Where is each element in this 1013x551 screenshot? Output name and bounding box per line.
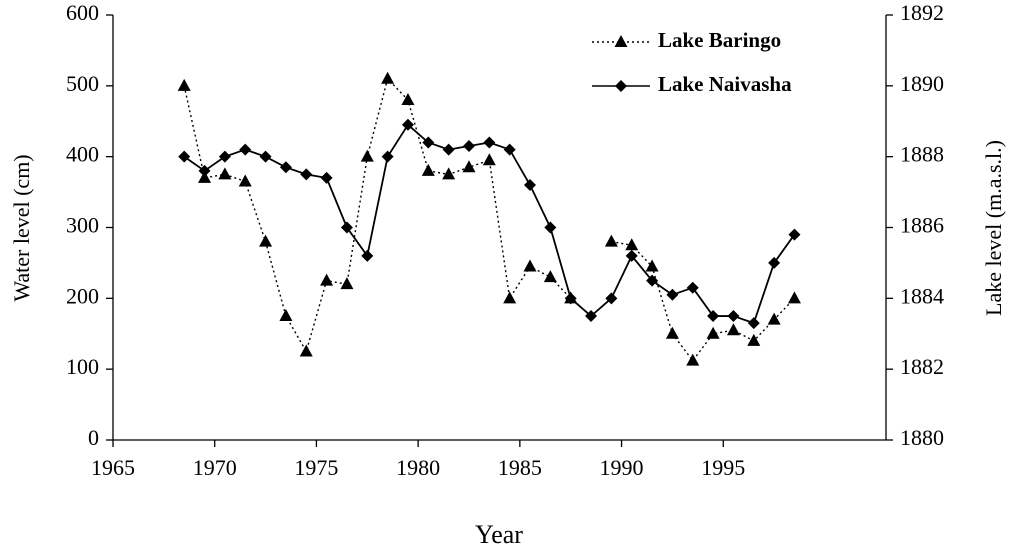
marker — [259, 234, 273, 247]
marker — [442, 143, 455, 156]
x-tick-label: 1980 — [396, 455, 440, 480]
marker — [727, 310, 740, 323]
marker — [299, 344, 313, 357]
y-tick-label: 300 — [66, 213, 99, 238]
marker — [666, 288, 679, 301]
marker — [686, 353, 700, 366]
series-line — [183, 77, 795, 362]
marker — [707, 310, 720, 323]
marker — [462, 160, 476, 173]
marker — [442, 167, 456, 180]
y2-tick-label: 1880 — [900, 425, 944, 450]
marker — [381, 150, 394, 163]
marker — [361, 249, 374, 262]
y-tick-label: 100 — [66, 354, 99, 379]
marker — [279, 161, 292, 174]
marker — [564, 292, 577, 305]
y-tick-label: 200 — [66, 283, 99, 308]
marker — [726, 323, 740, 336]
y-tick-label: 0 — [88, 425, 99, 450]
marker — [401, 118, 414, 131]
x-tick-label: 1985 — [498, 455, 542, 480]
marker — [747, 317, 760, 330]
marker — [615, 80, 627, 92]
y2-tick-label: 1888 — [900, 142, 944, 167]
marker — [625, 249, 638, 262]
marker — [646, 274, 659, 287]
marker — [239, 143, 252, 156]
marker — [767, 312, 781, 325]
marker — [381, 71, 395, 84]
marker — [401, 93, 415, 105]
marker — [768, 256, 781, 269]
marker — [177, 78, 191, 91]
marker — [422, 136, 435, 149]
marker — [604, 234, 618, 247]
marker — [543, 270, 557, 283]
marker — [360, 149, 374, 162]
marker — [686, 281, 699, 294]
marker — [279, 309, 293, 322]
marker — [483, 136, 496, 149]
y-axis-label: Water level (cm) — [9, 154, 34, 301]
marker — [300, 168, 313, 181]
y2-tick-label: 1884 — [900, 283, 944, 308]
x-axis-label: Year — [475, 520, 523, 549]
y2-tick-label: 1886 — [900, 213, 944, 238]
marker — [421, 163, 435, 176]
legend-label: Lake Naivasha — [658, 72, 792, 96]
marker — [198, 170, 212, 183]
y2-tick-label: 1890 — [900, 71, 944, 96]
marker — [544, 221, 557, 234]
marker — [218, 167, 232, 180]
marker — [524, 179, 537, 191]
marker — [482, 153, 496, 166]
y-tick-label: 400 — [66, 142, 99, 167]
legend-label: Lake Baringo — [658, 28, 781, 52]
x-tick-label: 1990 — [600, 455, 644, 480]
y2-tick-label: 1892 — [900, 0, 944, 25]
marker — [645, 259, 659, 272]
marker — [340, 221, 353, 234]
marker — [238, 174, 252, 187]
marker — [340, 277, 354, 290]
marker — [625, 238, 639, 251]
marker — [605, 292, 618, 305]
marker — [787, 291, 801, 304]
marker — [178, 150, 191, 163]
y-tick-label: 600 — [66, 0, 99, 25]
marker — [523, 259, 537, 272]
marker — [503, 143, 516, 156]
marker — [747, 333, 761, 346]
marker — [665, 326, 679, 339]
marker — [706, 326, 720, 339]
marker — [585, 310, 598, 323]
marker — [462, 140, 475, 153]
marker — [614, 35, 628, 47]
y2-tick-label: 1882 — [900, 354, 944, 379]
y-tick-label: 500 — [66, 71, 99, 96]
marker — [218, 150, 231, 163]
marker — [198, 164, 211, 177]
marker — [788, 228, 801, 241]
x-tick-label: 1975 — [294, 455, 338, 480]
x-tick-label: 1995 — [701, 455, 745, 480]
y2-axis-label: Lake level (m.a.s.l.) — [981, 140, 1006, 316]
marker — [259, 150, 272, 163]
marker — [320, 171, 333, 184]
x-tick-label: 1970 — [193, 455, 237, 480]
marker — [503, 291, 517, 304]
marker — [320, 273, 334, 286]
x-tick-label: 1965 — [91, 455, 135, 480]
